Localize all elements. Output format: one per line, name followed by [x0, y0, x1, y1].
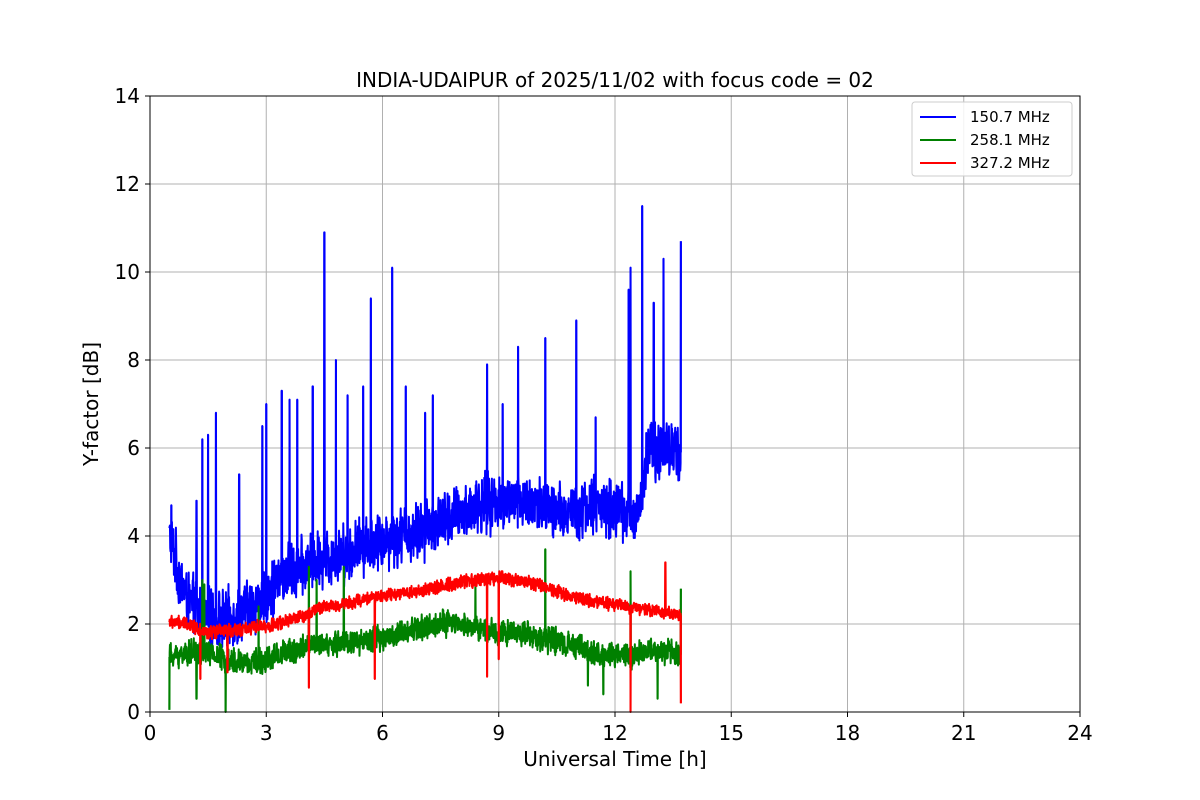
series-layer [168, 205, 682, 713]
y-tick-label: 0 [127, 700, 140, 724]
x-tick-label: 3 [260, 721, 273, 745]
series-line-2 [168, 548, 682, 713]
series-line-3 [168, 561, 682, 713]
legend-label: 258.1 MHz [970, 131, 1050, 149]
y-tick-label: 8 [127, 348, 140, 372]
x-tick-label: 15 [719, 721, 744, 745]
legend-label: 327.2 MHz [970, 154, 1050, 172]
y-tick-label: 2 [127, 612, 140, 636]
y-tick-label: 12 [115, 172, 140, 196]
y-tick-label: 4 [127, 524, 140, 548]
x-tick-label: 24 [1067, 721, 1092, 745]
y-tick-label: 6 [127, 436, 140, 460]
x-tick-label: 0 [144, 721, 157, 745]
x-tick-label: 12 [602, 721, 627, 745]
x-tick-label: 9 [492, 721, 505, 745]
y-tick-label: 14 [115, 84, 140, 108]
x-tick-label: 6 [376, 721, 389, 745]
chart-title: INDIA-UDAIPUR of 2025/11/02 with focus c… [356, 68, 874, 92]
y-axis-label: Y-factor [dB] [79, 342, 103, 467]
legend-box [911, 101, 1073, 177]
y-tick-label: 10 [115, 260, 140, 284]
x-tick-label: 21 [951, 721, 976, 745]
x-tick-label: 18 [835, 721, 860, 745]
legend: 150.7 MHz 258.1 MHz 327.2 MHz [911, 101, 1073, 177]
x-axis-label: Universal Time [h] [523, 747, 706, 771]
legend-label: 150.7 MHz [970, 108, 1050, 126]
